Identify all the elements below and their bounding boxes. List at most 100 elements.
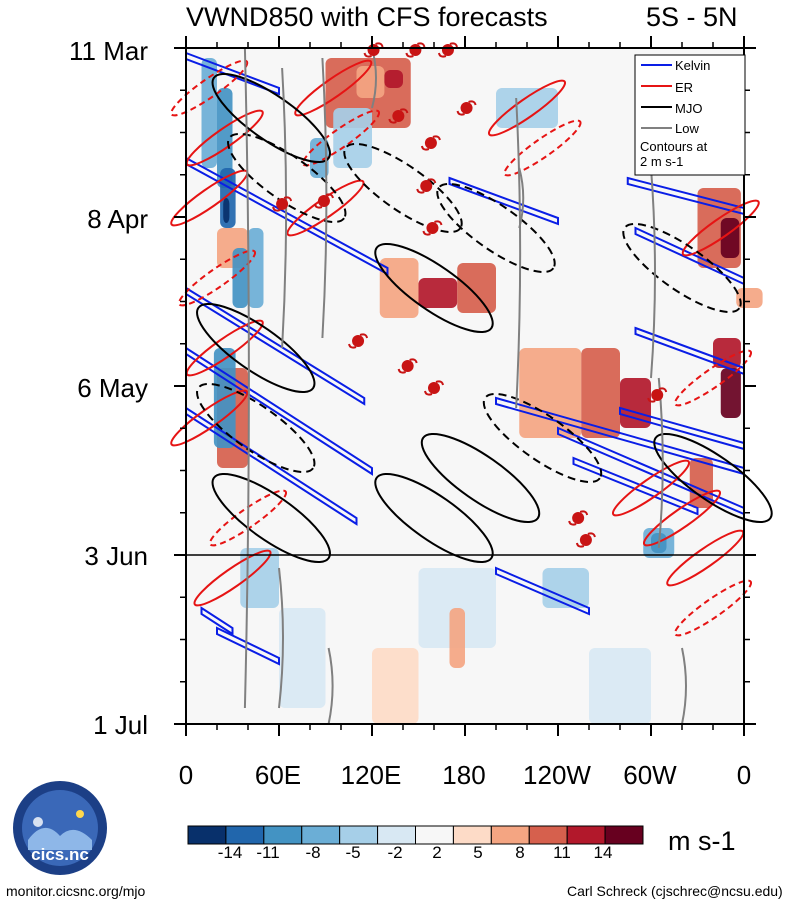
tc-symbol xyxy=(424,137,437,149)
low-contour xyxy=(650,167,656,379)
mjo-contour xyxy=(420,432,541,524)
colorbar-swatch xyxy=(225,825,265,845)
x-tick-label: 180 xyxy=(442,760,486,790)
anomaly-patch xyxy=(310,138,329,178)
anomaly-patch xyxy=(496,88,558,128)
colorbar-swatch xyxy=(301,825,341,845)
chart-title: VWND850 with CFS forecasts xyxy=(186,2,548,32)
anomaly-patch xyxy=(384,70,403,88)
anomaly-patch xyxy=(356,66,385,98)
tc-symbol xyxy=(392,110,405,122)
legend-label-low: Low xyxy=(675,121,699,136)
colorbar-label: -14 xyxy=(217,843,243,862)
er-contour xyxy=(193,549,272,607)
colorbar-label: -11 xyxy=(256,843,280,862)
cicsnc-logo[interactable]: cics.nc xyxy=(8,778,112,878)
tc-symbol-arm xyxy=(575,532,596,548)
footer-url[interactable]: monitor.cicsnc.org/mjo xyxy=(6,883,146,899)
er-contour xyxy=(170,389,249,447)
mjo-contour xyxy=(436,182,556,274)
er-contour xyxy=(642,489,722,547)
tc-symbol xyxy=(460,102,473,114)
x-tick-label: 120W xyxy=(523,760,591,790)
anomaly-patch xyxy=(248,228,264,308)
tc-symbol xyxy=(441,44,454,56)
anomaly-patch xyxy=(542,568,589,608)
footer-credit: Carl Schreck (cjschrec@ncsu.edu) xyxy=(567,883,783,899)
kelvin-contour xyxy=(448,176,559,226)
mjo-contour xyxy=(196,382,316,474)
kelvin-contour xyxy=(572,456,699,516)
er-contour xyxy=(177,249,257,307)
x-tick-label: 60W xyxy=(623,760,677,790)
er-contour xyxy=(666,529,745,587)
x-tick-label: 60E xyxy=(254,760,302,790)
mjo-contour xyxy=(653,432,773,524)
colorbar-swatch xyxy=(187,825,227,845)
legend-label-mjo: MJO xyxy=(675,101,703,116)
low-contour xyxy=(515,97,522,409)
colorbar-label: 11 xyxy=(553,843,571,862)
colorbar-swatch xyxy=(604,825,644,845)
y-tick-label: 1 Jul xyxy=(93,710,148,740)
er-contour xyxy=(301,109,381,167)
colorbar-label: 14 xyxy=(593,843,613,862)
anomaly-patch xyxy=(736,288,763,308)
legend-label-er: ER xyxy=(675,80,694,95)
er-contour xyxy=(185,109,264,167)
colorbar-swatch xyxy=(339,825,379,845)
tc-symbol-arm xyxy=(420,135,441,151)
er-contour xyxy=(294,59,373,117)
x-tick-label: 120E xyxy=(340,760,402,790)
logo-text: cics.nc xyxy=(31,845,89,864)
x-tick-label: 0 xyxy=(178,760,194,790)
mjo-contour xyxy=(227,132,347,224)
anomaly-patch xyxy=(449,608,465,668)
low-contour xyxy=(278,567,284,709)
er-contour xyxy=(673,349,753,407)
tc-symbol-arm xyxy=(313,193,334,209)
kelvin-contour xyxy=(216,626,280,666)
colorbar-swatch xyxy=(490,825,530,845)
anomaly-patch xyxy=(232,248,248,308)
mjo-contour xyxy=(374,242,494,334)
colorbar-swatch xyxy=(415,825,454,845)
y-tick-label: 8 Apr xyxy=(87,204,148,234)
low-contour xyxy=(681,647,687,725)
er-contour xyxy=(208,489,288,547)
anomaly-patch xyxy=(333,108,372,168)
low-contour xyxy=(518,167,525,229)
tc-symbol-arm xyxy=(422,220,443,236)
anomaly-patch xyxy=(279,608,326,708)
anomaly-patch xyxy=(720,368,741,418)
er-contour xyxy=(673,579,753,637)
colorbar-swatch xyxy=(452,825,492,845)
anomaly-patch xyxy=(418,278,458,308)
tc-symbol xyxy=(401,360,414,372)
tc-symbol-arm xyxy=(272,196,293,212)
anomaly-patch xyxy=(240,548,279,608)
anomaly-patch xyxy=(223,198,230,223)
er-contour xyxy=(487,79,567,137)
tc-symbol-arm xyxy=(405,42,426,58)
colorbar-label: 2 xyxy=(432,843,442,862)
tc-symbol-arm xyxy=(568,510,589,526)
colorbar-label: -5 xyxy=(345,843,361,862)
colorbar-swatch xyxy=(377,825,417,845)
tc-symbol xyxy=(572,512,585,524)
y-tick-label: 6 May xyxy=(77,373,148,403)
legend-box xyxy=(634,54,746,176)
anomaly-patch xyxy=(217,88,233,188)
kelvin-contour xyxy=(200,606,234,636)
tc-symbol xyxy=(317,195,330,207)
chart-region: 5S - 5N xyxy=(646,2,738,32)
tc-symbol xyxy=(276,198,289,210)
y-tick-label: 11 Mar xyxy=(69,36,148,66)
x-tick-label: 0 xyxy=(736,760,752,790)
tc-symbol xyxy=(579,534,592,546)
tc-symbol-arm xyxy=(388,108,409,124)
er-contour xyxy=(503,119,582,177)
anomaly-patch xyxy=(372,648,419,724)
colorbar-label: -2 xyxy=(387,843,403,862)
